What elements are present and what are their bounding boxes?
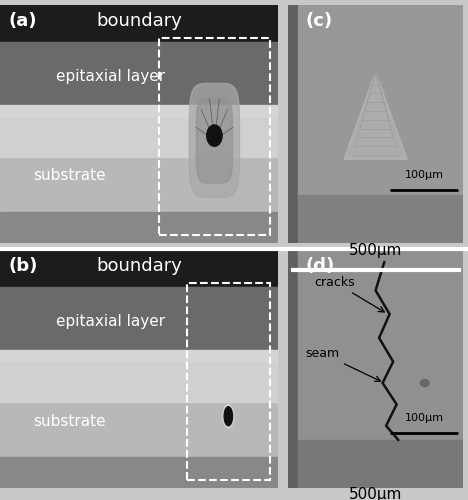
Polygon shape xyxy=(190,84,240,198)
Text: epitaxial layer: epitaxial layer xyxy=(56,68,165,84)
Bar xyxy=(0,119,278,157)
Bar xyxy=(0,212,278,242)
Text: boundary: boundary xyxy=(96,12,182,30)
Bar xyxy=(299,250,463,445)
Bar xyxy=(0,364,278,464)
Bar xyxy=(0,350,278,369)
Bar xyxy=(0,364,278,402)
Text: seam: seam xyxy=(306,347,380,382)
Ellipse shape xyxy=(420,380,429,386)
Text: 100μm: 100μm xyxy=(404,170,443,180)
Bar xyxy=(0,105,278,124)
Bar xyxy=(159,38,270,235)
Text: 500μm: 500μm xyxy=(349,488,402,500)
Text: (b): (b) xyxy=(8,257,38,275)
Text: 100μm: 100μm xyxy=(404,413,443,423)
Text: epitaxial layer: epitaxial layer xyxy=(56,314,165,329)
Text: substrate: substrate xyxy=(33,414,106,428)
Bar xyxy=(299,440,463,488)
Bar xyxy=(299,195,463,242)
Ellipse shape xyxy=(224,407,233,426)
Bar xyxy=(0,42,278,110)
Bar xyxy=(187,283,270,480)
Bar xyxy=(288,250,299,488)
Polygon shape xyxy=(196,98,233,183)
Bar xyxy=(0,287,278,354)
Bar xyxy=(0,119,278,219)
Text: 500μm: 500μm xyxy=(349,242,402,258)
Ellipse shape xyxy=(223,404,234,428)
Polygon shape xyxy=(344,72,407,160)
Bar xyxy=(0,250,278,287)
Text: substrate: substrate xyxy=(33,168,106,184)
Ellipse shape xyxy=(207,125,222,146)
Bar xyxy=(0,456,278,488)
Text: cracks: cracks xyxy=(314,276,384,312)
Bar xyxy=(0,5,278,42)
Text: boundary: boundary xyxy=(96,257,182,275)
Bar xyxy=(288,5,299,242)
Bar xyxy=(299,5,463,200)
Text: (d): (d) xyxy=(306,257,335,275)
Text: (a): (a) xyxy=(8,12,37,30)
Text: (c): (c) xyxy=(306,12,332,30)
